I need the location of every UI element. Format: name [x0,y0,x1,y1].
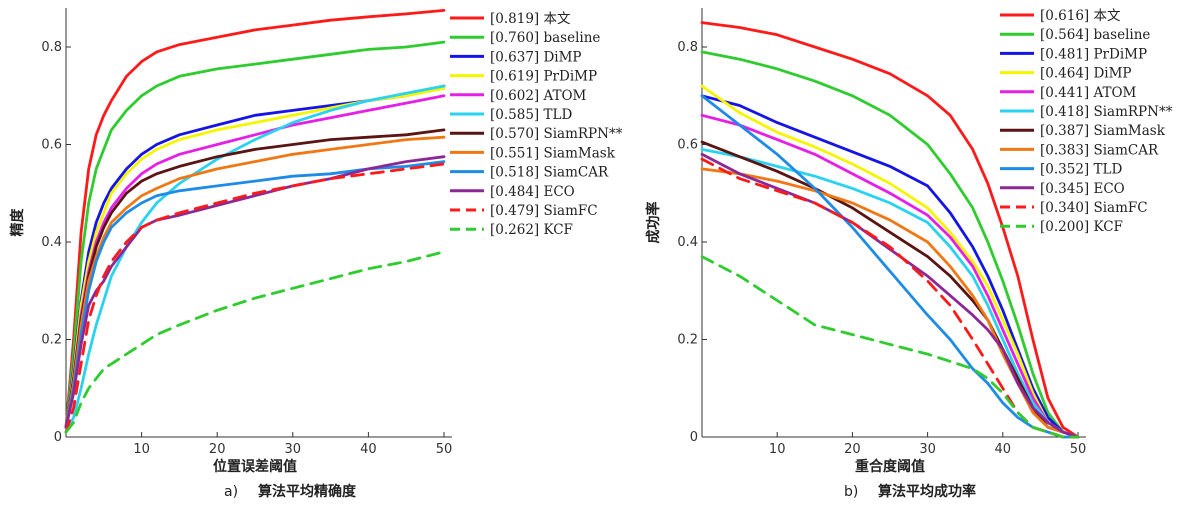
y-tick-label: 0.2 [677,333,698,348]
panel-label: b) [844,484,858,500]
x-tick-label: 30 [285,442,302,457]
y-tick-label: 0.6 [677,138,698,153]
y-tick-label: 0.6 [41,138,62,153]
x-axis-label: 重合度阈值 [855,458,925,475]
series-line [64,40,446,429]
series-line [700,140,1080,439]
legend-entry: [0.352] TLD [1040,162,1122,178]
legend-entry: [0.760] baseline [490,30,600,46]
series-line [64,87,446,429]
series-line [64,84,446,429]
legend-entry: [0.602] ATOM [490,88,587,104]
series-line [64,160,446,429]
y-tick-label: 0.8 [41,40,62,55]
x-tick-label: 10 [769,442,786,457]
y-tick-label: 0.2 [41,333,62,348]
legend-entry: [0.551] SiamMask [490,145,616,161]
y-tick-label: 0 [690,430,698,445]
legend-entry: [0.340] SiamFC [1040,200,1148,216]
series-line [700,21,1080,439]
x-tick-label: 40 [360,442,377,457]
legend-entry: [0.585] TLD [490,107,572,123]
legend-entry: [0.518] SiamCAR [490,165,609,181]
panel-label: a) [224,484,238,500]
legend-entry: [0.637] DiMP [490,49,582,65]
panel-caption: 算法平均精确度 [258,483,357,500]
x-tick-label: 50 [436,442,453,457]
series-line [64,135,446,429]
series-line [700,113,1080,439]
y-tick-label: 0.4 [677,235,698,250]
y-tick-label: 0.8 [677,40,698,55]
series-line [64,162,446,434]
legend-entry: [0.479] SiamFC [490,203,598,219]
legend-entry: [0.441] ATOM [1040,85,1137,101]
legend-entry: [0.387] SiamMask [1040,123,1166,139]
series-line [700,167,1080,439]
legend-entry: [0.200] KCF [1040,219,1123,235]
legend-entry: [0.383] SiamCAR [1040,142,1159,158]
panel-caption: 算法平均成功率 [878,483,976,500]
x-tick-label: 40 [995,442,1012,457]
series-line [64,250,446,434]
legend-entry: [0.570] SiamRPN** [490,126,623,142]
legend-entry: [0.484] ECO [490,184,575,200]
series-line [64,84,446,434]
y-tick-label: 0.4 [41,235,62,250]
x-tick-label: 20 [844,442,861,457]
x-axis-label: 位置误差阈值 [213,458,297,475]
x-tick-label: 30 [919,442,936,457]
legend-entry: [0.418] SiamRPN** [1040,104,1173,120]
series-line [700,94,1080,439]
x-tick-label: 10 [133,442,150,457]
series-line [700,50,1080,439]
legend-entry: [0.464] DiMP [1040,66,1132,82]
legend-entry: [0.345] ECO [1040,181,1125,197]
legend-entry: [0.616] 本文 [1040,8,1121,24]
series-line [700,255,1080,439]
legend-entry: [0.262] KCF [490,222,573,238]
series-line [64,94,446,429]
legend-entry: [0.619] PrDiMP [490,69,597,85]
y-tick-label: 0 [54,430,62,445]
legend-entry: [0.481] PrDiMP [1040,46,1147,62]
y-axis-label: 成功率 [645,202,662,244]
x-tick-label: 50 [1070,442,1087,457]
y-axis-label: 精度 [9,208,26,237]
x-tick-label: 20 [209,442,226,457]
series-line [64,8,446,429]
legend-entry: [0.819] 本文 [490,11,571,27]
legend-entry: [0.564] baseline [1040,27,1150,43]
